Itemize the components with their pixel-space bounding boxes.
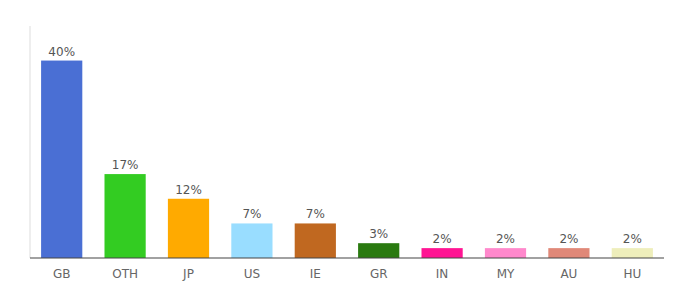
- bar: [612, 248, 653, 258]
- data-label: 2%: [559, 232, 578, 246]
- chart: 40% 17% 12% 7% 7% 3% 2% 2% 2% 2% GB OTH JP US IE GR IN MY…: [0, 0, 680, 300]
- x-tick-label: OTH: [112, 267, 138, 281]
- bar: [548, 248, 589, 258]
- data-labels: 40% 17% 12% 7% 7% 3% 2% 2% 2% 2%: [48, 45, 641, 247]
- bar: [358, 243, 399, 258]
- data-label: 12%: [175, 183, 202, 197]
- x-tick-label: US: [244, 267, 260, 281]
- x-tick-label: GB: [53, 267, 71, 281]
- bar: [231, 223, 272, 258]
- x-tick-label: IE: [310, 267, 321, 281]
- x-axis-line: [30, 257, 664, 258]
- data-label: 3%: [369, 227, 388, 241]
- x-tick-label: AU: [560, 267, 577, 281]
- data-label: 2%: [623, 232, 642, 246]
- data-label: 2%: [433, 232, 452, 246]
- x-tick-label: HU: [623, 267, 641, 281]
- chart-container: 40% 17% 12% 7% 7% 3% 2% 2% 2% 2% GB OTH JP US IE GR IN MY…: [0, 0, 680, 300]
- bar: [295, 223, 336, 258]
- x-tick-label: JP: [182, 267, 194, 281]
- data-label: 7%: [242, 207, 261, 221]
- bars: [41, 61, 653, 258]
- bar: [168, 199, 209, 258]
- bar: [485, 248, 526, 258]
- x-tick-labels: GB OTH JP US IE GR IN MY AU HU: [53, 267, 641, 281]
- y-axis-line: [30, 26, 31, 258]
- data-label: 40%: [48, 45, 75, 59]
- x-tick-label: MY: [497, 267, 515, 281]
- bar: [41, 61, 82, 258]
- x-tick-label: GR: [370, 267, 388, 281]
- data-label: 17%: [112, 158, 139, 172]
- x-tick-label: IN: [436, 267, 449, 281]
- data-label: 7%: [306, 207, 325, 221]
- data-label: 2%: [496, 232, 515, 246]
- bar: [104, 174, 145, 258]
- bar: [421, 248, 462, 258]
